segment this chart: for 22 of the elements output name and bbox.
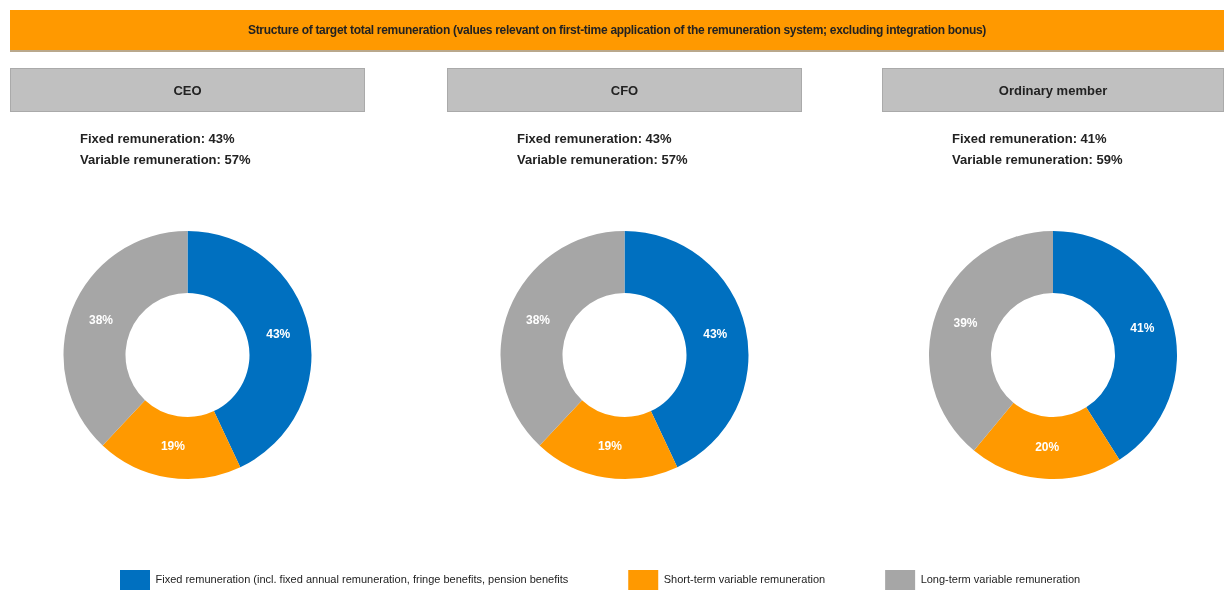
data-label: 41% bbox=[1130, 321, 1155, 336]
data-label: 20% bbox=[1035, 440, 1060, 455]
text: Fixed remuneration: 43% bbox=[517, 130, 673, 148]
data-label: 43% bbox=[703, 327, 728, 342]
legend-label: Short-term variable remuneration bbox=[663, 573, 826, 586]
data-label: 19% bbox=[160, 439, 186, 454]
text: Fixed remuneration: 43% bbox=[80, 130, 236, 148]
legend-label: Fixed remuneration (incl. fixed annual remuneration, fringe benefits, pension benefits bbox=[155, 573, 569, 586]
chart-title: Ordinary member bbox=[882, 68, 1224, 112]
data-label: 39% bbox=[953, 315, 978, 330]
text: Fixed remuneration: 41% bbox=[952, 130, 1108, 148]
text: Structure of target total remuneration (values relevant on first-time application of the remuneration system; excluding integration bonus) bbox=[10, 10, 1224, 52]
text: Variable remuneration: 57% bbox=[517, 151, 688, 169]
data-label: 43% bbox=[266, 327, 291, 342]
legend-label: Long-term variable remuneration bbox=[920, 573, 1081, 586]
chart-title: CFO bbox=[447, 68, 802, 112]
data-label: 19% bbox=[597, 439, 623, 454]
data-label: 38% bbox=[526, 313, 551, 328]
text: Variable remuneration: 59% bbox=[952, 151, 1123, 169]
chart-title: CEO bbox=[10, 68, 365, 112]
text: Variable remuneration: 57% bbox=[80, 151, 251, 169]
data-label: 38% bbox=[89, 313, 114, 328]
